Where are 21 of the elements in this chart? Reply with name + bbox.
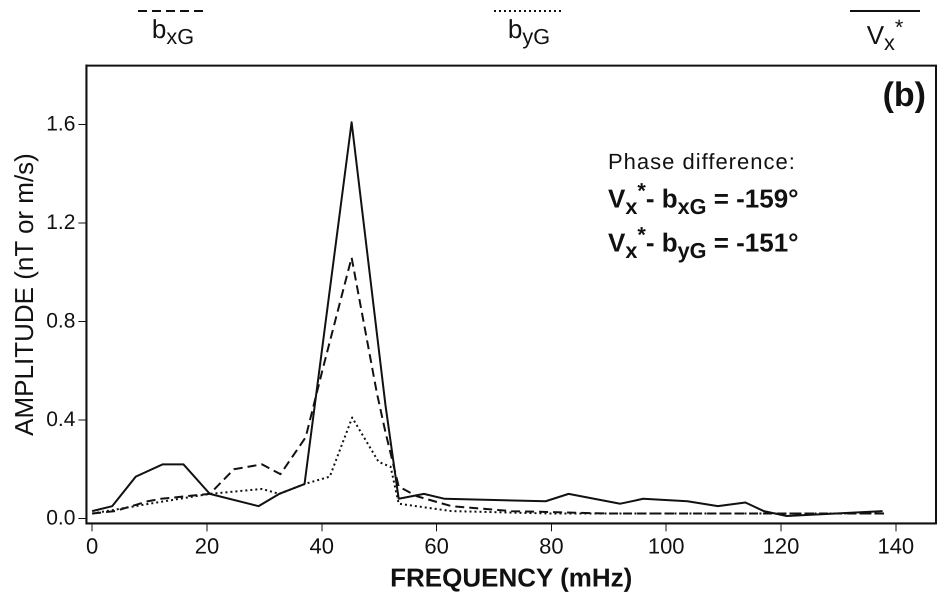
annotation: V$_{x}$$^{*}$- b$_{yG}$ = -151° [608,220,799,264]
x-tick-label: 60 [424,534,449,559]
legend-label: b$_{xG}$ [152,14,194,50]
annotation: (b) [882,76,926,115]
x-axis-title: FREQUENCY (mHz) [390,562,632,593]
x-tick-label: 40 [310,534,334,559]
y-tick-label: 1.2 [46,210,76,234]
y-tick-label: 0.0 [46,506,76,530]
x-tick-label: 20 [194,534,220,559]
x-tick-label: 0 [86,534,98,559]
x-tick-label: 120 [762,534,800,559]
x-tick-label: 140 [877,534,914,559]
y-tick-label: 0.4 [46,408,76,431]
annotation: V$_{x}$$^{*}$- b$_{xG}$ = -159° [608,176,799,220]
y-tick-label: 1.6 [46,112,76,136]
x-tick-label: 100 [648,534,685,559]
y-tick-label: 0.8 [46,309,76,332]
y-axis-title: AMPLITUDE (nT or m/s) [8,153,39,436]
x-tick-label: 80 [539,534,564,559]
annotation: Phase difference: [608,148,797,176]
legend-label: b$_{yG}$ [508,14,550,50]
